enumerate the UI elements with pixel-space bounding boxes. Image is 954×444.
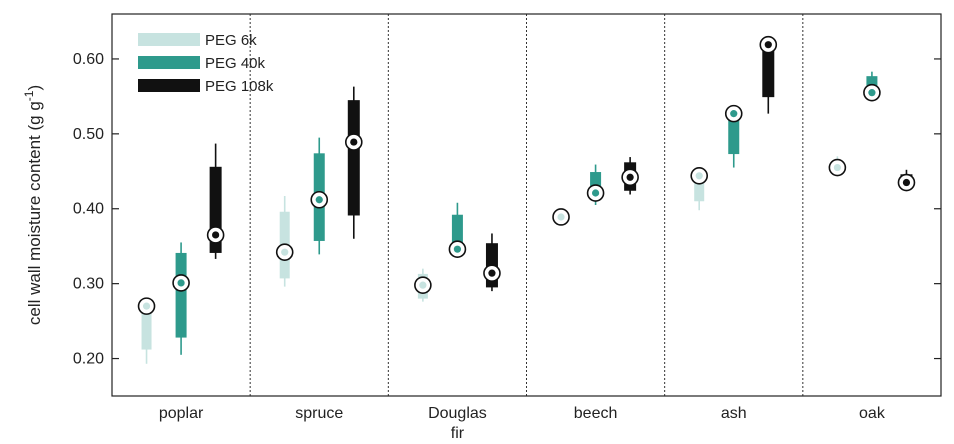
box <box>347 100 360 216</box>
median-dot <box>557 213 565 221</box>
x-tick-label: fir <box>451 425 465 442</box>
median-dot <box>695 172 703 180</box>
plot-frame <box>111 13 942 397</box>
x-tick-label: oak <box>859 405 886 422</box>
legend-swatch <box>138 56 200 69</box>
median-dot <box>177 279 185 287</box>
legend-label: PEG 40k <box>205 55 266 72</box>
x-tick-label: poplar <box>159 405 204 422</box>
median-dot <box>142 302 151 310</box>
legend-label: PEG 108k <box>205 78 274 95</box>
y-axis-title-superscript: -1 <box>22 90 36 101</box>
category-separators <box>249 14 804 396</box>
y-axis: 0.20 0.30 0.40 0.50 0.60 <box>73 51 941 368</box>
median-dot <box>730 110 738 118</box>
y-tick-label: 0.60 <box>73 51 104 68</box>
median-dot <box>626 173 634 181</box>
legend: PEG 6k PEG 40k PEG 108k <box>138 32 274 95</box>
median-dot <box>488 269 496 277</box>
x-tick-label: beech <box>574 405 618 422</box>
x-tick-label: spruce <box>295 405 343 422</box>
y-axis-title: cell wall moisture content (g g-1) <box>22 85 44 325</box>
median-dot <box>419 281 427 289</box>
y-tick-label: 0.50 <box>73 126 104 143</box>
median-dot <box>315 196 323 204</box>
median-dot <box>350 138 358 146</box>
median-dot <box>591 189 600 197</box>
y-tick-label: 0.20 <box>73 351 104 368</box>
box <box>451 214 463 252</box>
median-dot <box>868 89 876 97</box>
y-axis-title-close: ) <box>25 85 44 91</box>
box <box>175 252 187 338</box>
box <box>728 111 740 155</box>
box <box>762 45 775 98</box>
y-tick-label: 0.40 <box>73 201 104 218</box>
median-dot <box>453 245 462 253</box>
median-dot <box>833 163 841 172</box>
median-dot <box>281 248 289 256</box>
median-dot <box>764 41 772 49</box>
box-plot-marks <box>137 35 916 364</box>
legend-label: PEG 6k <box>205 32 257 49</box>
x-axis: poplar spruce Douglas fir beech ash oak <box>159 405 886 442</box>
median-dot <box>212 231 220 239</box>
y-axis-title-main: cell wall moisture content (g g <box>25 101 44 325</box>
legend-swatch <box>138 79 200 92</box>
x-tick-label: ash <box>721 405 747 422</box>
box <box>694 173 705 202</box>
legend-swatch <box>138 33 200 46</box>
box <box>141 307 152 350</box>
y-tick-label: 0.30 <box>73 276 104 293</box>
x-tick-label: Douglas <box>428 405 487 422</box>
median-dot <box>902 178 911 187</box>
